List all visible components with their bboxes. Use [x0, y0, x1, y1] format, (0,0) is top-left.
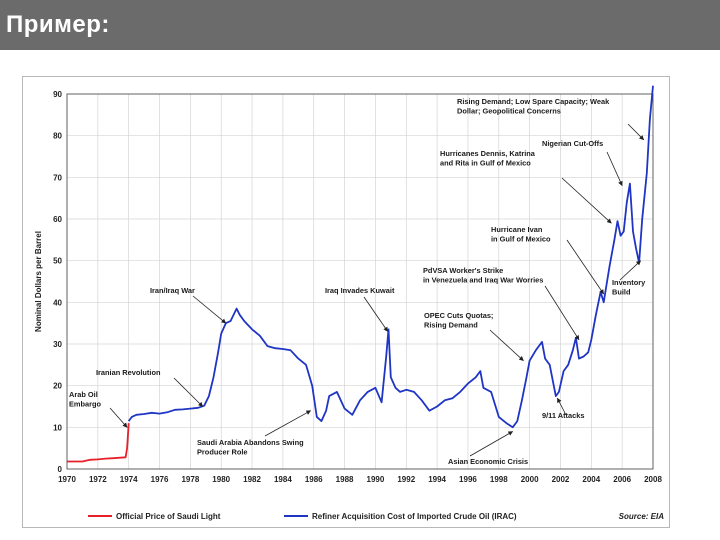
y-tick-label: 30 — [53, 340, 62, 349]
annotation-label: Rising Demand — [424, 321, 478, 330]
annotation-label: Iran/Iraq War — [150, 286, 195, 295]
annotation-arrow — [363, 296, 389, 332]
y-tick-label: 70 — [53, 173, 62, 182]
plot-area — [66, 93, 654, 470]
annotation-arrow — [619, 260, 642, 281]
x-tick-label: 1984 — [274, 475, 292, 484]
x-tick-label: 1992 — [397, 475, 415, 484]
annotation-label: in Gulf of Mexico — [491, 235, 551, 244]
annotation-arrow — [192, 295, 227, 324]
annotation-label: Iranian Revolution — [96, 368, 161, 377]
annotation-arrow — [469, 431, 514, 457]
y-tick-label: 0 — [58, 465, 63, 474]
annotation-label: Asian Economic Crisis — [448, 457, 528, 466]
annotation-label: and Rita in Gulf of Mexico — [440, 159, 531, 168]
annotation-arrow — [544, 285, 580, 341]
annotation-label: Build — [612, 288, 631, 297]
annotation-arrow — [489, 329, 524, 361]
x-tick-label: 1978 — [181, 475, 199, 484]
y-tick-label: 40 — [53, 298, 62, 307]
y-tick-label: 90 — [53, 90, 62, 99]
annotation-label: Producer Role — [197, 448, 248, 457]
x-tick-label: 1986 — [305, 475, 323, 484]
annotation-arrow — [557, 397, 567, 416]
legend-label-irac: Refiner Acquisition Cost of Imported Cru… — [312, 512, 517, 521]
y-tick-label: 20 — [53, 382, 62, 391]
annotation-label: Arab Oil — [69, 390, 98, 399]
y-tick-label: 10 — [53, 423, 62, 432]
slide-title: Пример: — [6, 11, 110, 38]
x-tick-label: 1974 — [120, 475, 138, 484]
annotation-label: Iraq Invades Kuwait — [325, 286, 395, 295]
annotation-label: Rising Demand; Low Spare Capacity; Weak — [457, 97, 610, 106]
annotation-label: 9/11 Attacks — [542, 411, 584, 420]
annotation-label: PdVSA Worker's Strike — [423, 266, 503, 275]
x-tick-label: 1994 — [428, 475, 446, 484]
annotation-label: Dollar; Geopolitical Concerns — [457, 107, 561, 116]
x-tick-label: 2004 — [582, 475, 600, 484]
annotation-label: Hurricanes Dennis, Katrina — [440, 149, 536, 158]
x-tick-label: 1972 — [89, 475, 107, 484]
annotation-arrow — [109, 407, 128, 428]
annotation-label: Embargo — [69, 400, 102, 409]
x-tick-label: 2008 — [644, 475, 662, 484]
x-tick-label: 2006 — [613, 475, 631, 484]
x-tick-label: 1998 — [490, 475, 508, 484]
x-tick-label: 1996 — [459, 475, 477, 484]
x-tick-label: 1988 — [336, 475, 354, 484]
x-tick-label: 1990 — [367, 475, 385, 484]
annotation-arrow — [606, 151, 623, 187]
annotation-label: Saudi Arabia Abandons Swing — [197, 438, 304, 447]
annotation-arrow — [264, 410, 312, 437]
annotation-arrow — [566, 239, 604, 295]
y-tick-label: 60 — [53, 215, 62, 224]
x-tick-label: 1970 — [58, 475, 76, 484]
x-tick-label: 2000 — [521, 475, 539, 484]
annotation-label: in Venezuela and Iraq War Worries — [423, 276, 543, 285]
x-tick-label: 1976 — [151, 475, 169, 484]
annotation-label: Nigerian Cut-Offs — [542, 139, 603, 148]
annotation-arrow — [627, 123, 645, 141]
y-tick-label: 80 — [53, 132, 62, 141]
annotation-label: Inventory — [612, 278, 646, 287]
legend-label-saudi-light: Official Price of Saudi Light — [116, 512, 221, 521]
y-axis-label: Nominal Dollars per Barrel — [34, 231, 43, 332]
annotation-label: OPEC Cuts Quotas; — [424, 311, 493, 320]
source-label: Source: EIA — [619, 512, 665, 521]
annotation-arrow — [561, 177, 612, 224]
y-tick-label: 50 — [53, 257, 62, 266]
x-tick-label: 1982 — [243, 475, 261, 484]
annotation-label: Hurricane Ivan — [491, 225, 543, 234]
series-line-0 — [67, 423, 130, 463]
x-tick-label: 1980 — [212, 475, 230, 484]
series-line-1 — [127, 85, 654, 429]
slide-header: Пример: — [0, 0, 720, 50]
x-tick-label: 2002 — [552, 475, 570, 484]
annotation-arrow — [173, 377, 204, 407]
